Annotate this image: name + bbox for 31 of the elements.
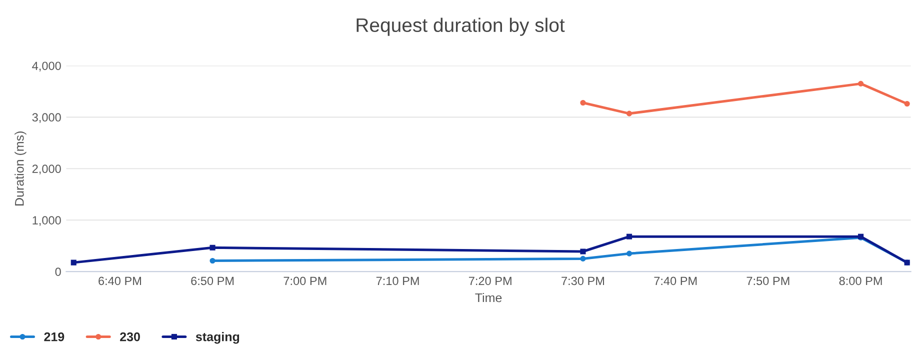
- y-tick-label: 3,000: [32, 113, 61, 123]
- point: [626, 234, 632, 240]
- point: [210, 244, 216, 250]
- point: [580, 256, 586, 262]
- y-tick-label: 0: [55, 268, 61, 276]
- point: [626, 250, 632, 256]
- x-tick-label: 7:30 PM: [562, 276, 604, 286]
- point: [904, 100, 910, 107]
- legend-label: 219: [44, 332, 64, 342]
- x-tick-label: 7:00 PM: [284, 276, 326, 286]
- x-tick-label: 7:10 PM: [376, 276, 419, 286]
- x-axis-title: Time: [475, 292, 502, 302]
- x-tick-label: 6:50 PM: [191, 276, 234, 286]
- point: [580, 248, 586, 254]
- chart-title: Request duration by slot: [356, 18, 565, 36]
- legend-label: 230: [120, 332, 140, 342]
- x-tick-label: 7:50 PM: [746, 276, 790, 286]
- y-tick-label: 1,000: [32, 216, 61, 226]
- point: [858, 80, 864, 86]
- x-tick-label: 8:00 PM: [839, 276, 882, 286]
- x-tick-label: 7:20 PM: [468, 276, 512, 286]
- point: [580, 100, 586, 106]
- point: [626, 110, 632, 116]
- x-tick-label: 7:40 PM: [654, 276, 697, 286]
- point: [210, 258, 216, 264]
- y-tick-label: 2,000: [32, 164, 61, 174]
- y-tick-label: 4,000: [32, 62, 61, 72]
- y-axis-title: Duration (ms): [14, 132, 26, 206]
- point: [70, 260, 76, 266]
- legend-label: staging: [196, 332, 240, 344]
- x-tick-label: 6:40 PM: [98, 276, 141, 286]
